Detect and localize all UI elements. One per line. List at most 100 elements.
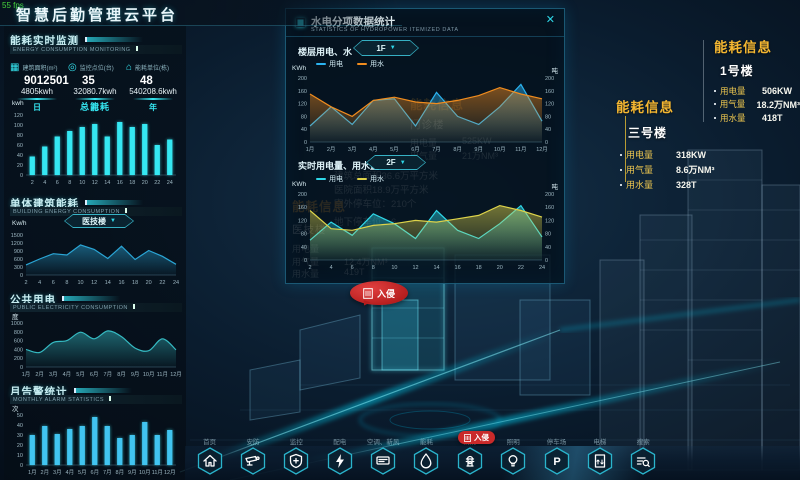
parking-icon: P — [544, 447, 569, 475]
svg-text:0: 0 — [20, 365, 23, 371]
svg-text:120: 120 — [298, 218, 307, 224]
camera-icon — [240, 447, 266, 475]
stat-monitor-points: ◎ 监控点位(台) 35 — [68, 57, 126, 87]
info-row: 用气量 18.2万NM³ — [714, 98, 800, 112]
legend-item: 用电 — [316, 59, 343, 69]
nav-item-parking[interactable]: 停车场 P — [535, 436, 578, 478]
nav-item-elevator[interactable]: 电梯 — [578, 436, 621, 478]
nav-item-label: 照明 — [506, 439, 520, 446]
svg-text:24: 24 — [173, 280, 179, 286]
svg-text:4月: 4月 — [66, 469, 75, 476]
svg-text:22: 22 — [154, 180, 160, 186]
svg-text:4: 4 — [43, 180, 46, 186]
energy-info-panel-building1: 能耗信息 1号楼 用电量 506KW 用气量 18.2万NM³ 用水量 418T — [714, 36, 800, 125]
info-row: 用电量 318KW — [620, 147, 786, 162]
search-icon — [631, 447, 656, 475]
total-energy-chart-title: 总能耗 — [79, 102, 110, 112]
nav-item-search[interactable]: 搜索 — [622, 436, 665, 478]
svg-text:8月: 8月 — [117, 371, 126, 378]
bullet-dot — [714, 89, 716, 92]
nav-item-water-drop[interactable]: 能耗 — [405, 436, 448, 478]
bullet-dot — [714, 116, 716, 119]
intrusion-alarm-bubble[interactable]: 入侵 — [350, 281, 408, 305]
svg-text:7月: 7月 — [103, 469, 112, 476]
building-select[interactable]: 医技楼 ▼ — [64, 214, 134, 228]
svg-text:1月: 1月 — [306, 146, 315, 153]
nav-item-bulb[interactable]: 照明 — [492, 436, 535, 478]
water-drop-icon — [414, 447, 439, 475]
close-icon[interactable]: ✕ — [545, 14, 555, 26]
svg-text:40: 40 — [545, 127, 551, 133]
svg-text:0: 0 — [20, 463, 23, 469]
energy-info-rows: 用电量 506KW 用气量 18.2万NM³ 用水量 418T — [714, 84, 800, 125]
section-accent-bar — [85, 200, 143, 206]
nav-item-hvac[interactable]: 空调、新风 — [361, 436, 404, 478]
svg-text:10月: 10月 — [139, 469, 151, 476]
svg-text:4: 4 — [330, 265, 333, 271]
svg-text:6月: 6月 — [91, 469, 100, 476]
legend-dash — [316, 177, 326, 181]
y-unit-label: KWh — [292, 181, 307, 188]
period-month: 32080.7kwh 月 — [73, 87, 117, 112]
section-accent-bar — [85, 37, 143, 43]
info-row: 用电量 506KW — [714, 84, 800, 98]
svg-text:2: 2 — [308, 265, 311, 271]
svg-text:1200: 1200 — [11, 241, 23, 247]
svg-text:0: 0 — [20, 273, 23, 279]
svg-text:14: 14 — [433, 265, 439, 271]
svg-text:5月: 5月 — [78, 469, 87, 476]
page-title: 智慧后勤管理云平台 — [16, 7, 179, 24]
fps-counter: 55 fps — [2, 1, 24, 10]
svg-text:1500: 1500 — [11, 233, 23, 239]
chevron-down-icon: ▼ — [399, 159, 406, 166]
legend-dash — [357, 62, 367, 66]
floor-select-2[interactable]: 2F ▼ — [366, 155, 426, 170]
svg-text:8月: 8月 — [116, 469, 125, 476]
info-row: 用气量 8.6万NM³ — [620, 162, 786, 177]
lightning-icon — [327, 447, 352, 475]
public-power-chart: 0 200 400 600 800 1000 1月 2月 3月 4月 5月 6月 7月 8月 9月 10月 11… — [6, 318, 184, 378]
svg-text:6: 6 — [351, 265, 354, 271]
svg-text:6月: 6月 — [411, 146, 420, 153]
nav-item-home[interactable]: 首页 — [188, 436, 231, 478]
svg-text:400: 400 — [14, 347, 23, 353]
y-unit-label: 次 — [12, 406, 19, 413]
period-day: 4805kwh 日 — [8, 87, 66, 113]
nav-item-label: 能耗 — [419, 439, 433, 446]
svg-text:3月: 3月 — [49, 371, 58, 378]
svg-text:4月: 4月 — [369, 146, 378, 153]
svg-text:160: 160 — [545, 205, 554, 211]
svg-text:12月: 12月 — [170, 371, 182, 378]
nav-intrusion-alert[interactable]: 入侵 — [458, 431, 495, 444]
svg-text:80: 80 — [545, 114, 551, 120]
svg-text:1月: 1月 — [28, 469, 37, 476]
svg-text:12: 12 — [92, 180, 98, 186]
legend-dash — [316, 62, 326, 66]
energy-info-header: 能耗信息 — [714, 40, 772, 55]
energy-info-panel-building3: 能耗信息 三号楼 用电量 318KW 用气量 8.6万NM³ 用水量 328T — [616, 96, 786, 192]
svg-text:10: 10 — [79, 180, 85, 186]
svg-text:9月: 9月 — [131, 371, 140, 378]
info-value: 506KW — [762, 85, 793, 96]
bullet-dot — [620, 168, 622, 171]
building-name: 三号楼 — [628, 126, 668, 140]
floor-usage-chart: 0 0 40 40 80 80 120 120 160 160 200 200 1月 2月 3月 4月 5月 6月… — [290, 73, 562, 153]
svg-text:900: 900 — [14, 249, 23, 255]
stats-row: ▦ 建筑面积(m²) 9012501 ◎ 监控点位(台) 35 ⌂ 能耗单位(栋) 4… — [10, 57, 186, 87]
stat-value: 48 — [140, 75, 153, 87]
svg-text:100: 100 — [14, 123, 23, 129]
nav-item-lightning[interactable]: 配电 — [318, 436, 361, 478]
bulb-icon — [501, 447, 526, 475]
nav-item-shield[interactable]: 监控 — [275, 436, 318, 478]
svg-text:0: 0 — [20, 173, 23, 179]
svg-text:40: 40 — [17, 153, 23, 159]
legend-label: 用水 — [370, 61, 384, 68]
elevator-icon — [587, 447, 613, 475]
floor-select-1[interactable]: 1F ▼ — [353, 40, 419, 56]
intrusion-icon — [464, 433, 471, 442]
svg-text:120: 120 — [14, 113, 23, 119]
svg-text:8月: 8月 — [453, 146, 462, 153]
nav-item-camera[interactable]: 安防 — [231, 436, 274, 478]
svg-text:200: 200 — [14, 356, 23, 362]
